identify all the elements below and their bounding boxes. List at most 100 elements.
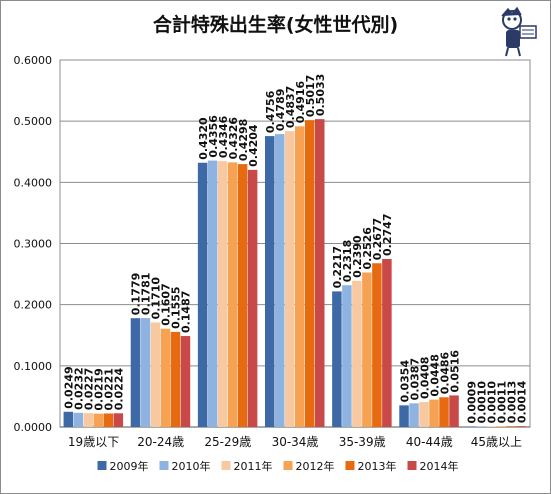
legend-label: 2012年 [296, 459, 335, 473]
data-label: 0.2677 [371, 218, 384, 260]
legend-swatch [159, 461, 169, 470]
legend-label: 2009年 [110, 459, 149, 473]
y-tick-label: 0.4000 [14, 176, 53, 189]
data-label: 0.1487 [180, 291, 193, 333]
x-tick-label: 30-34歳 [272, 435, 319, 449]
bar [419, 402, 429, 427]
data-label: 0.0011 [495, 381, 508, 423]
bar [103, 413, 114, 427]
data-label: 0.0486 [438, 351, 451, 394]
bar [237, 164, 248, 428]
data-label: 0.0224 [113, 368, 126, 411]
data-label: 0.4326 [227, 117, 240, 160]
bar [180, 336, 191, 427]
chart-title: 合計特殊出生率(女性世代別) [152, 14, 399, 36]
data-label: 0.2526 [361, 227, 374, 270]
data-label: 0.4298 [237, 119, 250, 161]
bar [429, 399, 439, 427]
bar [506, 426, 516, 427]
bar [130, 318, 141, 427]
y-tick-label: 0.1000 [14, 360, 53, 373]
data-label: 0.1555 [170, 286, 183, 328]
data-label: 0.5033 [314, 74, 327, 116]
bar [83, 413, 94, 427]
data-label: 0.4756 [264, 90, 277, 133]
bar [150, 322, 161, 427]
x-tick-label: 25-29歳 [204, 435, 251, 449]
data-label: 0.0221 [103, 368, 116, 410]
bar [207, 160, 218, 428]
legend-swatch [221, 461, 231, 470]
bar [372, 263, 382, 427]
legend-label: 2010年 [172, 459, 211, 473]
bar [197, 162, 208, 427]
data-label: 0.2217 [331, 246, 344, 288]
y-tick-label: 0.2000 [14, 299, 53, 312]
data-label: 0.2747 [381, 214, 394, 256]
bar [247, 169, 258, 427]
data-label: 0.0009 [465, 381, 478, 423]
data-label: 0.1710 [150, 277, 163, 320]
bar [227, 162, 238, 427]
data-label: 0.0219 [93, 368, 106, 410]
data-label: 0.0010 [475, 381, 488, 424]
data-label: 0.1781 [140, 273, 153, 315]
legend-swatch [407, 461, 417, 470]
bar [466, 426, 476, 427]
data-label: 0.0354 [398, 360, 411, 403]
bar [170, 331, 181, 427]
data-label: 0.4837 [284, 86, 297, 128]
data-label: 0.0232 [73, 367, 86, 409]
bar [113, 413, 124, 427]
y-tick-label: 0.0000 [14, 421, 53, 434]
data-label: 0.0227 [83, 368, 96, 410]
legend-label: 2014年 [420, 459, 459, 473]
bar [476, 426, 486, 427]
bar [409, 403, 419, 427]
data-label: 0.4789 [274, 89, 287, 131]
data-label: 0.1607 [160, 283, 173, 325]
y-tick-label: 0.5000 [14, 115, 53, 128]
x-tick-label: 35-39歳 [339, 435, 386, 449]
bar [63, 411, 74, 427]
data-label: 0.4356 [207, 115, 220, 158]
bar [496, 426, 506, 427]
data-label: 0.0013 [505, 381, 518, 423]
x-tick-label: 40-44歳 [406, 435, 453, 449]
legend-swatch [97, 461, 107, 470]
data-label: 0.0516 [448, 350, 461, 393]
bar [342, 285, 352, 427]
legend-swatch [345, 461, 355, 470]
data-label: 0.0010 [485, 381, 498, 424]
legend-swatch [283, 461, 293, 470]
bar [362, 272, 372, 427]
data-label: 0.0014 [515, 380, 528, 423]
bar [93, 413, 104, 427]
data-label: 0.4346 [217, 115, 230, 158]
y-tick-label: 0.3000 [14, 238, 53, 251]
bar [315, 119, 325, 427]
data-label: 0.0387 [408, 358, 421, 400]
mascot-icon [501, 6, 537, 57]
x-tick-label: 45歳以上 [471, 435, 522, 449]
bar [285, 131, 295, 427]
bar [399, 405, 409, 427]
bar [439, 397, 449, 427]
data-label: 0.4320 [197, 117, 210, 160]
x-tick-label: 20-24歳 [137, 435, 184, 449]
data-label: 0.4916 [294, 81, 307, 124]
data-label: 0.2318 [341, 240, 354, 282]
bar [217, 161, 228, 427]
bar [305, 120, 315, 427]
data-label: 0.0408 [418, 357, 431, 399]
bar [73, 412, 84, 427]
bar [516, 426, 526, 427]
data-label: 0.5017 [304, 75, 317, 117]
bar [275, 134, 285, 428]
bar [332, 291, 342, 427]
legend-label: 2013年 [358, 459, 397, 473]
bar [160, 328, 171, 427]
data-label: 0.1779 [130, 273, 143, 315]
bar [486, 426, 496, 427]
